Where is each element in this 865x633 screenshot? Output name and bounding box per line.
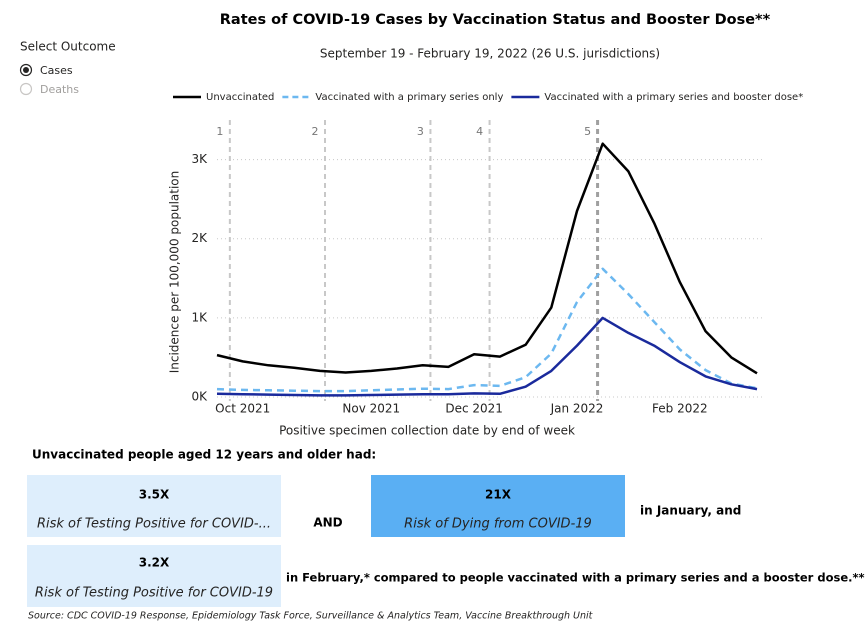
radio-label[interactable]: Cases — [40, 64, 73, 77]
series-line — [216, 267, 758, 393]
radio-circle[interactable] — [19, 82, 33, 96]
chart-title: Rates of COVID-19 Cases by Vaccination S… — [220, 12, 771, 28]
radio-deaths[interactable]: Deaths — [19, 82, 80, 96]
legend-label: Vaccinated with a primary series only — [315, 92, 503, 103]
legend-label: Unvaccinated — [206, 92, 274, 103]
legend-label: Vaccinated with a primary series and boo… — [544, 92, 803, 103]
series-line — [216, 142, 758, 375]
stat-label: Risk of Testing Positive for COVID-... — [37, 517, 271, 532]
stat-value: 3.2X — [139, 556, 170, 570]
x-tick-label: Feb 2022 — [652, 402, 708, 416]
source: Source: CDC COVID-19 Response, Epidemiol… — [28, 611, 594, 622]
y-tick-label: 2K — [191, 231, 208, 245]
y-tick-label: 3K — [191, 152, 208, 166]
radio-label[interactable]: Deaths — [40, 83, 79, 96]
series-line — [216, 316, 758, 397]
radio-cases[interactable]: Cases — [19, 63, 73, 77]
stat-label: Risk of Dying from COVID-19 — [404, 517, 592, 532]
x-tick-label: Nov 2021 — [342, 402, 400, 416]
annotation-label: 2 — [312, 125, 319, 138]
stat-box — [27, 545, 281, 607]
stat-label: Risk of Testing Positive for COVID-19 — [35, 586, 273, 601]
annotation-label: 4 — [476, 125, 483, 138]
annotation-label: 3 — [417, 125, 424, 138]
x-tick-label: Oct 2021 — [215, 402, 270, 416]
stat-box — [371, 475, 625, 537]
summary-text: in February,* compared to people vaccina… — [286, 571, 865, 585]
stat-value: 3.5X — [139, 488, 170, 502]
y-tick-label: 1K — [191, 310, 208, 324]
x-tick-label: Jan 2022 — [550, 402, 604, 416]
filter-title: Select Outcome — [20, 40, 116, 54]
summary-text: in January, and — [640, 504, 741, 518]
annotation-label: 5 — [584, 125, 591, 138]
x-tick-label: Dec 2021 — [445, 402, 503, 416]
annotation-label: 1 — [216, 125, 223, 138]
stat-value: 21X — [485, 488, 512, 502]
summary-heading: Unvaccinated people aged 12 years and ol… — [32, 448, 376, 462]
y-axis-title: Incidence per 100,000 population — [168, 171, 182, 374]
x-axis-title: Positive specimen collection date by end… — [279, 424, 575, 438]
y-tick-label: 0K — [191, 390, 208, 404]
and-text: AND — [313, 516, 342, 530]
radio-dot — [23, 67, 29, 73]
stat-box — [27, 475, 281, 537]
chart-subtitle: September 19 - February 19, 2022 (26 U.S… — [320, 47, 660, 61]
